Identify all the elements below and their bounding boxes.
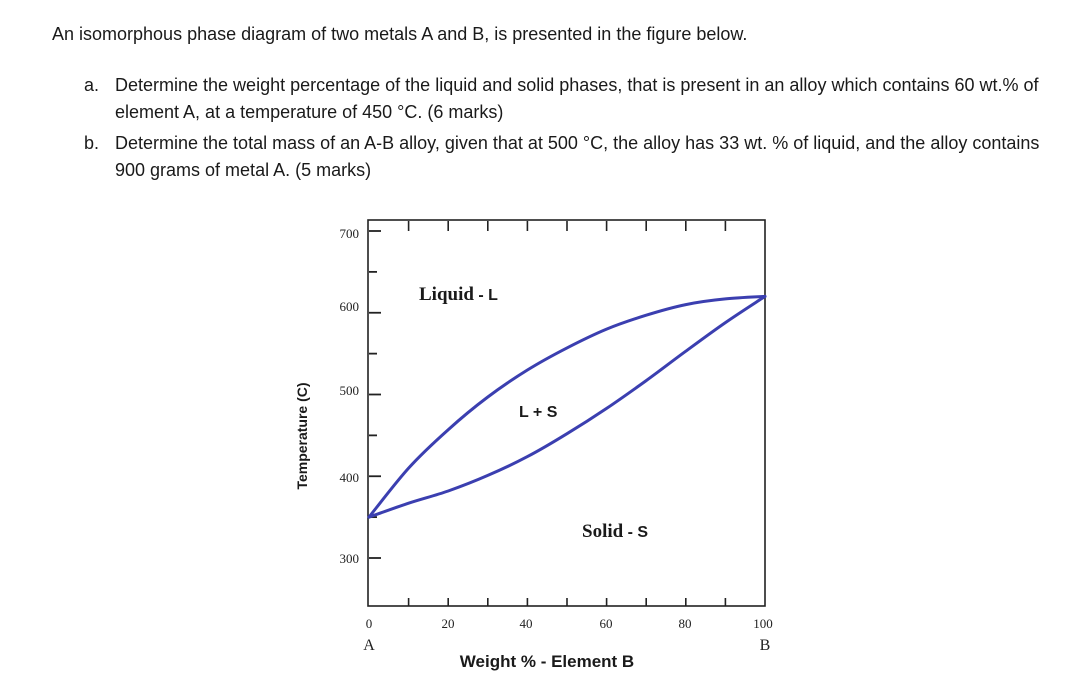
x-tick-label-100: 100 [753,616,773,631]
x-tick-label-20: 20 [442,616,455,631]
y-tick-label-300: 300 [340,551,360,566]
question-a-text: Determine the weight percentage of the l… [115,75,1039,122]
question-a-marker: a. [84,75,100,95]
question-b-text: Determine the total mass of an A-B alloy… [115,133,1040,180]
x-tick-label-60: 60 [600,616,613,631]
x-tick-label-0: 0 [366,616,373,631]
y-tick-label-400: 400 [340,470,360,485]
liquid-region-suffix: - L [474,287,498,304]
x-axis-ticks [407,221,727,606]
x-tick-label-80: 80 [679,616,692,631]
x-tick-label-40: 40 [520,616,533,631]
y-axis-label: Temperature (C) [294,382,310,489]
element-a-label: A [363,637,375,654]
y-tick-label-500: 500 [340,383,360,398]
question-b-marker: b. [84,133,100,153]
y-tick-label-700: 700 [340,226,360,241]
solid-region-name: Solid [582,521,624,542]
liquid-region-label: Liquid - L [419,284,498,305]
solid-region-suffix: - S [623,524,648,541]
liquidus-curve [367,294,767,519]
solid-region-label: Solid - S [582,521,648,542]
solidus-curve [367,294,767,519]
element-b-label: B [760,637,771,654]
y-tick-label-600: 600 [340,299,360,314]
plot-frame [367,219,766,607]
x-axis-label: Weight % - Element B [460,652,634,671]
two-phase-region-label: L + S [519,404,558,421]
liquid-region-name: Liquid [419,284,474,305]
intro-text: An isomorphous phase diagram of two meta… [52,24,748,44]
